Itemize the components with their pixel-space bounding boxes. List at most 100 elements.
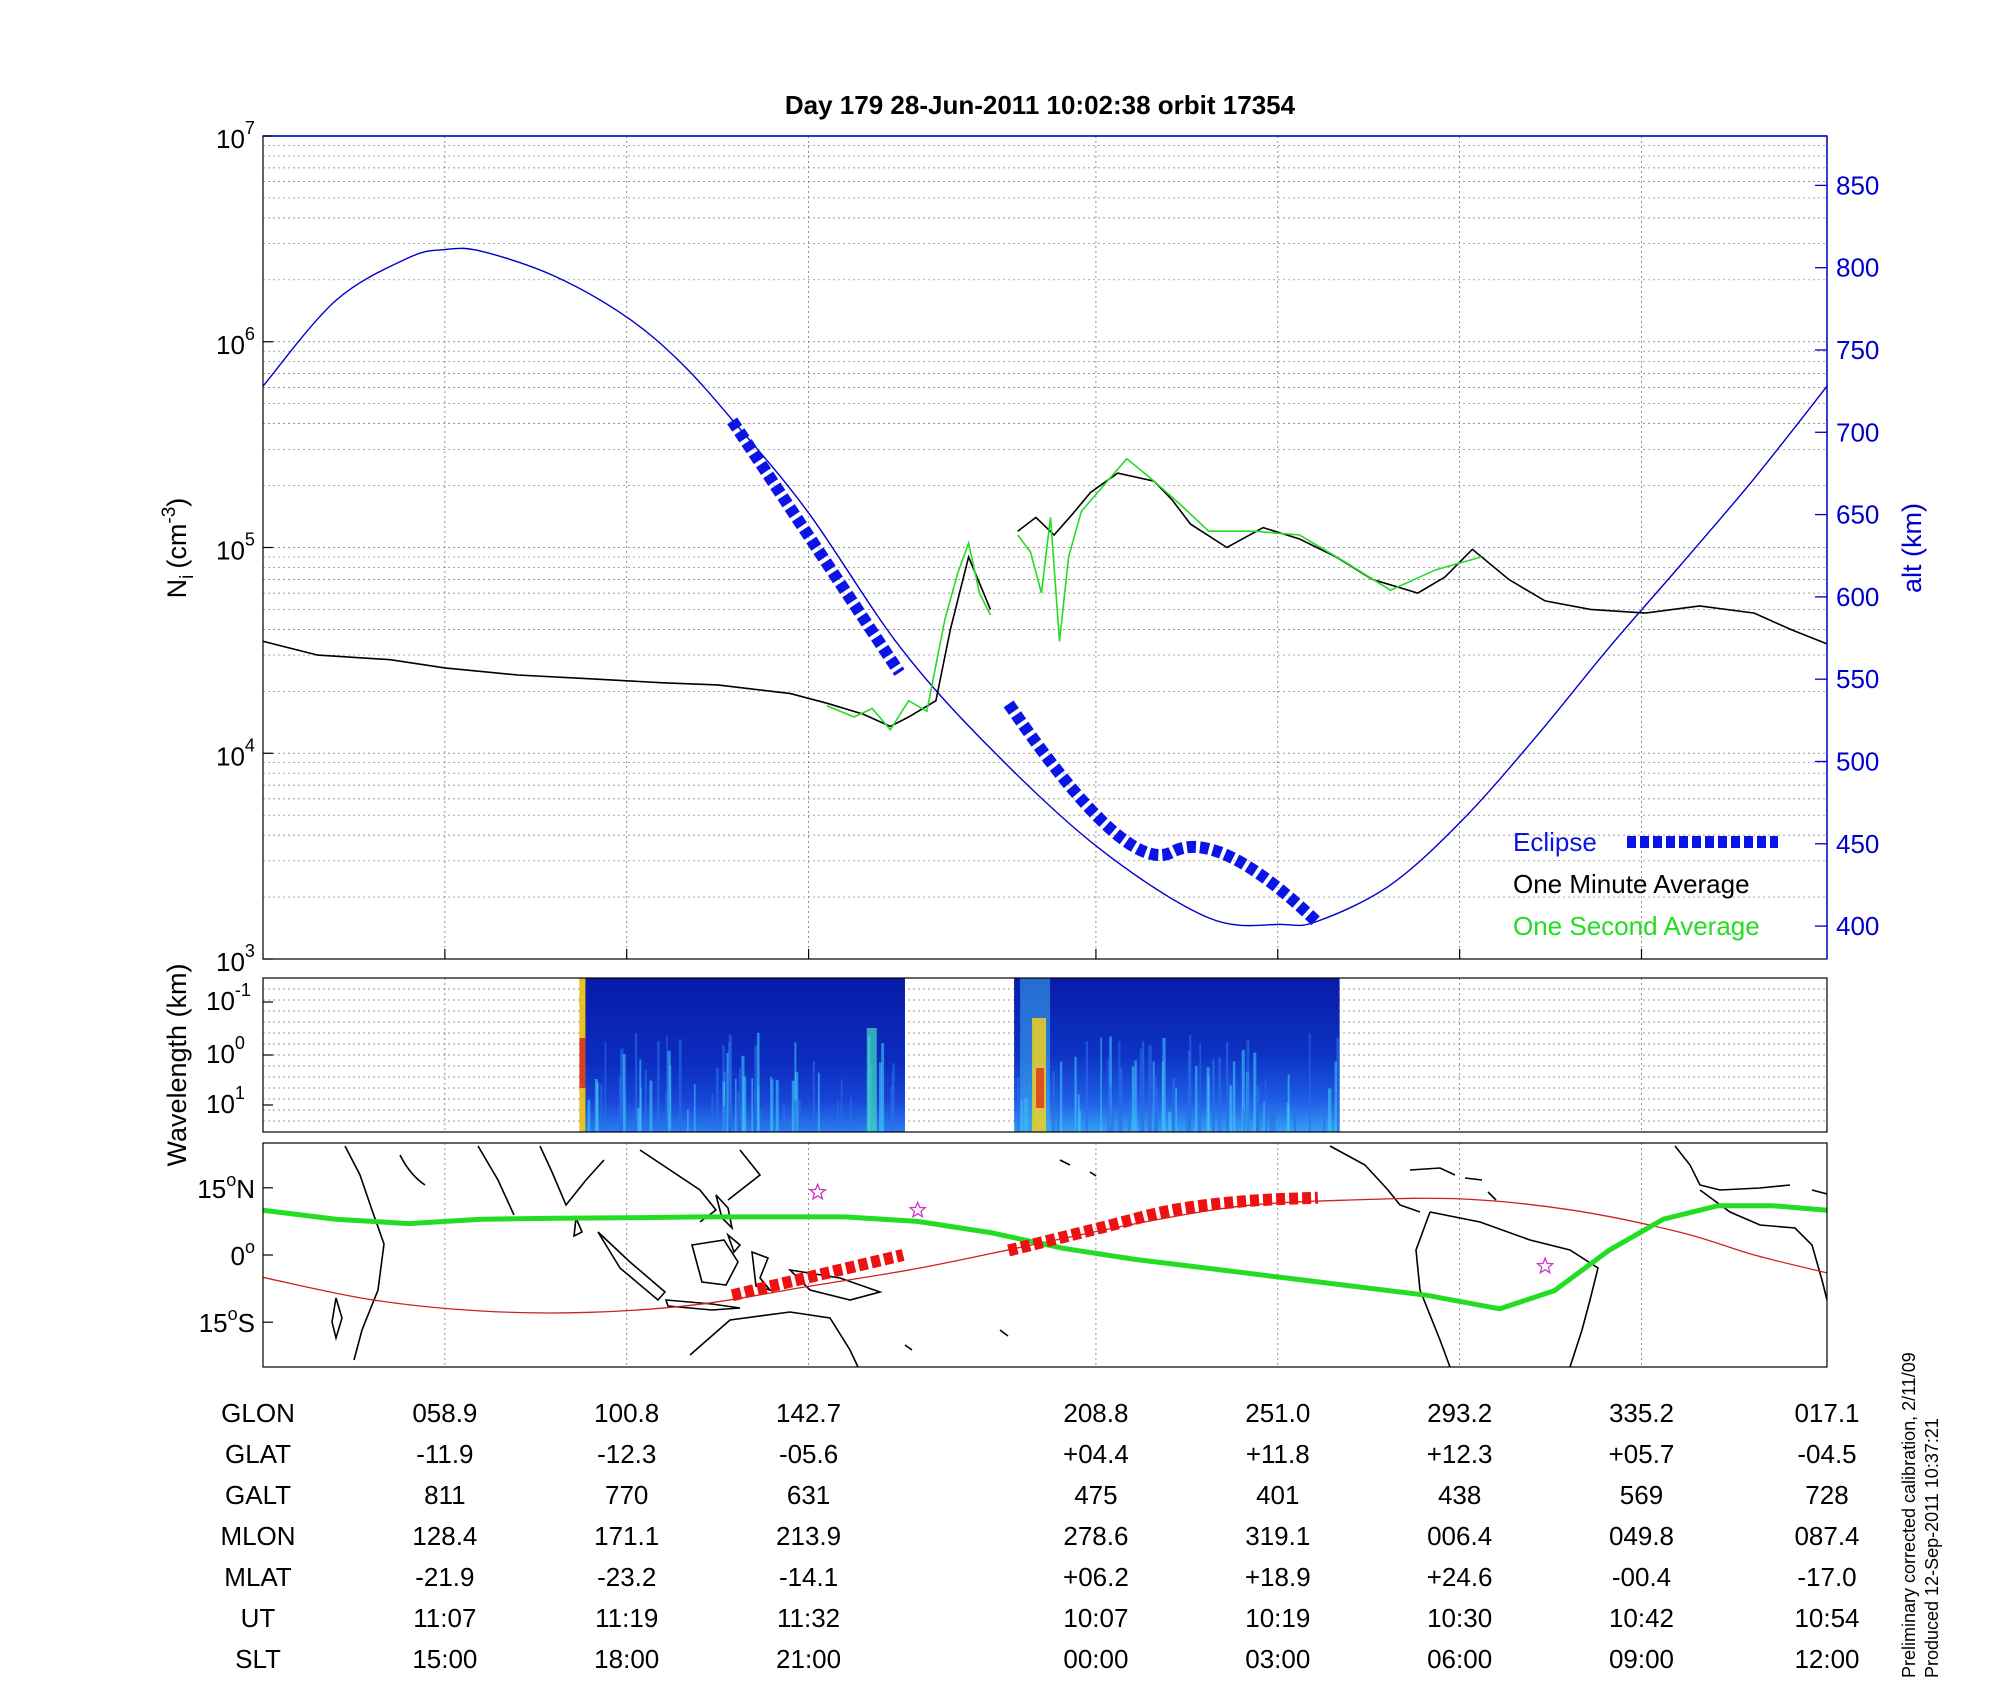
- spectrogram-streak: [693, 1083, 696, 1132]
- table-cell: 12:00: [1794, 1644, 1859, 1674]
- table-row-label: GALT: [225, 1480, 291, 1510]
- table-cell: 11:19: [595, 1603, 658, 1633]
- tick-degree-sign: o: [228, 1304, 238, 1324]
- ylabel-paren: (cm: [162, 524, 192, 569]
- legend-eclipse-label: Eclipse: [1513, 827, 1597, 857]
- table-row-label: GLON: [221, 1398, 295, 1428]
- eclipse-segment-2: [1003, 700, 1322, 928]
- spectrogram-streak: [1172, 1078, 1176, 1132]
- spectrogram-streak: [1218, 1058, 1222, 1132]
- spectrogram-streak: [740, 1107, 743, 1132]
- spectrogram-streak: [1323, 1100, 1326, 1132]
- table-cell: 770: [605, 1480, 648, 1510]
- table-cell: -00.4: [1612, 1562, 1671, 1592]
- spectrogram-streak: [1085, 1041, 1089, 1132]
- spectrogram-streak: [1334, 1061, 1337, 1132]
- spectrogram-streak: [600, 1083, 603, 1132]
- spectrogram-streak: [1264, 1080, 1267, 1132]
- spectrogram-streak: [1118, 1041, 1121, 1132]
- spectrogram-streak: [756, 1032, 760, 1132]
- table-cell: 631: [787, 1480, 830, 1510]
- spectrogram-streak: [1189, 1035, 1192, 1132]
- caribbean-islands: [1409, 1167, 1497, 1201]
- table-cell: 10:07: [1063, 1603, 1128, 1633]
- one-second-average-line-2: [1017, 457, 1482, 642]
- table-cell: 10:19: [1245, 1603, 1310, 1633]
- altitude-tick-label: 550: [1836, 664, 1879, 694]
- spectrogram-streak: [1107, 1058, 1110, 1132]
- spectrogram-streak: [669, 1065, 672, 1132]
- table-cell: +05.7: [1609, 1439, 1675, 1469]
- spectrogram-streak: [840, 1079, 843, 1132]
- y-tick-label: 106: [216, 324, 255, 360]
- table-cell: 213.9: [776, 1521, 841, 1551]
- ylabel-close: ): [162, 498, 192, 507]
- spectrogram-streak: [1155, 1088, 1159, 1132]
- tick-exponent: 3: [245, 941, 255, 961]
- footprint-track-line: [263, 1203, 1827, 1312]
- star-marker: [808, 1182, 827, 1201]
- altitude-tick-label: 400: [1836, 911, 1879, 941]
- spectrogram-streak: [596, 1082, 599, 1132]
- spectrogram-y-label: Wavelength (km): [162, 963, 192, 1166]
- asia-coast: [639, 1149, 762, 1223]
- table-cell: 335.2: [1609, 1398, 1674, 1428]
- spectrogram-streak: [636, 1107, 641, 1132]
- altitude-tick-label: 450: [1836, 829, 1879, 859]
- ylabel-main: N: [162, 579, 192, 599]
- table-cell: 251.0: [1245, 1398, 1310, 1428]
- altitude-tick-label: 700: [1836, 417, 1879, 447]
- orbit-parameter-table: GLON 058.9 100.8 142.7 208.8 251.0 293.2 335.2 0…: [220, 1398, 1859, 1674]
- spectrogram-streak: [771, 1079, 774, 1132]
- spectrogram-streak: [1232, 1061, 1236, 1132]
- altitude-line: [263, 247, 1827, 927]
- spectrogram-streak: [739, 1067, 741, 1132]
- map-plot-area: [263, 1143, 1827, 1367]
- madagascar-coast: [331, 1297, 343, 1342]
- australia-coast: [689, 1311, 859, 1367]
- spectrogram-streak: [634, 1033, 638, 1132]
- legend-one-second-label: One Second Average: [1513, 911, 1760, 941]
- table-cell: +06.2: [1063, 1562, 1129, 1592]
- table-cell: 475: [1074, 1480, 1117, 1510]
- borneo-coast: [690, 1239, 739, 1286]
- spectrogram-streak: [1175, 1088, 1177, 1132]
- spectrogram-tick-label: 10-1: [206, 980, 251, 1016]
- y-tick-label: 107: [216, 118, 255, 154]
- y-tick-label: 104: [216, 735, 255, 771]
- spectrogram-streak: [1109, 1036, 1112, 1132]
- west-africa-coast: [1699, 1189, 1827, 1301]
- tick-exponent: 0: [235, 1033, 245, 1053]
- y-tick-label: 105: [216, 530, 255, 566]
- spectrogram-streak: [892, 1063, 895, 1132]
- table-cell: -04.5: [1797, 1439, 1856, 1469]
- spectrogram-streak: [1206, 1067, 1210, 1132]
- table-cell: 049.8: [1609, 1521, 1674, 1551]
- table-cell: -17.0: [1797, 1562, 1856, 1592]
- tick-base: 10: [206, 986, 235, 1016]
- spectrogram-streak: [737, 1091, 740, 1132]
- spectrogram-streak: [1199, 1043, 1202, 1132]
- spectrogram-streak: [836, 1101, 839, 1132]
- table-cell: +04.4: [1063, 1439, 1129, 1469]
- spectrogram-streak: [1227, 1105, 1230, 1132]
- footnote-calibration: Preliminary corrected calibration, 2/11/…: [1899, 1352, 1919, 1678]
- spectrogram-streak: [1272, 1103, 1276, 1132]
- spectrogram-streak: [1229, 1085, 1233, 1132]
- spectrogram-streak: [1269, 1106, 1273, 1132]
- spectrogram-streak: [798, 1099, 801, 1132]
- spectrogram-streak: [890, 1086, 893, 1132]
- spectrogram-streak: [666, 1035, 668, 1132]
- table-cell: -23.2: [597, 1562, 656, 1592]
- spectrogram-streak: [1168, 1111, 1172, 1132]
- spectrogram-streak: [1212, 1058, 1215, 1132]
- table-cell: 00:00: [1063, 1644, 1128, 1674]
- spectrogram-burst: [866, 1028, 877, 1132]
- table-row-label: MLON: [220, 1521, 295, 1551]
- tick-base: 10: [216, 536, 245, 566]
- ylabel-sup: -3: [159, 507, 180, 524]
